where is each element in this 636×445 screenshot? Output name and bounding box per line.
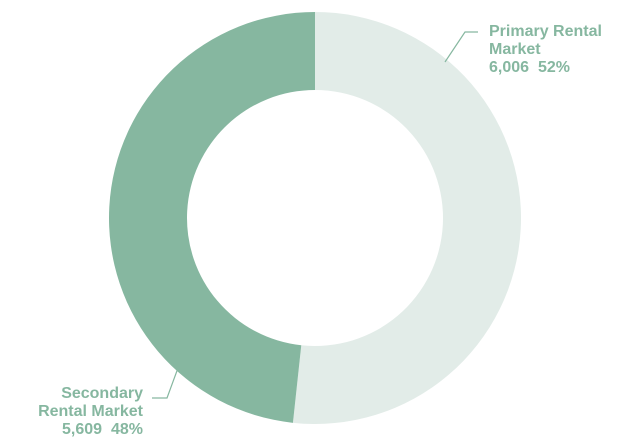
slice-percent: 48% [110,421,143,438]
slice-name-line-2: Market [489,41,541,58]
slice-name-line-1: Primary Rental [489,23,602,40]
slice-label-primary-rental-market: Primary Rental Market 6,006 52% [489,23,602,77]
leader-line-0 [444,31,478,63]
slice-0 [292,12,521,424]
slice-1 [108,11,316,423]
slice-value: 6,006 [489,59,530,76]
slice-value-line: 5,609 48% [38,421,143,439]
slice-value: 5,609 [62,421,103,438]
slice-name-line-2: Rental Market [38,403,143,420]
slice-value-line: 6,006 52% [489,59,602,77]
slice-percent: 52% [537,59,570,76]
slice-label-secondary-rental-market: Secondary Rental Market 5,609 48% [38,385,143,439]
leader-line-1 [152,367,179,399]
slice-name-line-1: Secondary [61,385,143,402]
